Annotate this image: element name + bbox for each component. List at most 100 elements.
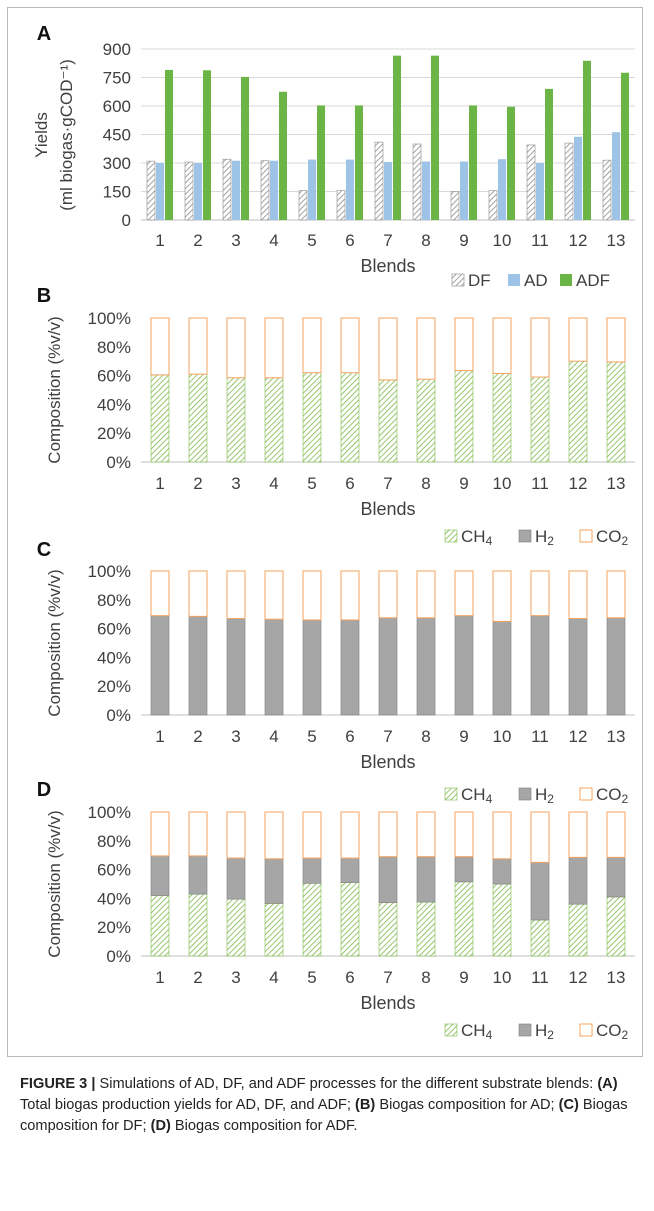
bar-ad [194,163,202,220]
bar-segment-h2 [226,857,246,900]
legend-swatch-ch4 [444,787,458,801]
legend-swatch-adf [560,274,572,286]
y-axis-label: Composition (%v/v) [45,569,64,716]
caption-text-5: Biogas composition for ADF. [170,1118,358,1134]
bar-segment-co2 [226,811,246,859]
bar-segment-ch4 [340,882,360,957]
x-tick-label: 8 [421,474,430,493]
bar-segment-h2 [302,619,322,716]
panel-letter: D [37,779,51,801]
x-tick-label: 13 [607,727,626,746]
bar-segment-ch4 [188,373,208,463]
bar-segment-h2 [150,855,170,896]
bar-segment-ch4 [302,372,322,463]
bar-df [374,141,384,221]
x-tick-label: 2 [193,727,202,746]
bar-segment-h2 [378,856,398,904]
bar-segment-ch4 [226,898,246,957]
bar-adf [393,55,401,221]
x-axis-label: Blends [360,499,415,519]
x-tick-label: 10 [493,231,512,250]
x-tick-label: 1 [155,968,164,987]
y-tick-label: 40% [97,648,131,667]
x-tick-label: 11 [531,231,549,250]
x-tick-label: 9 [459,231,468,250]
legend-label-ch4: CH4 [461,527,493,548]
bar-segment-co2 [568,570,588,620]
legend-swatch-ch4 [444,529,458,543]
legend-label-ch4: CH4 [461,785,493,806]
bar-adf [621,72,629,220]
x-tick-label: 12 [569,727,588,746]
bar-segment-co2 [492,317,512,374]
bar-segment-ch4 [226,377,246,463]
bar-segment-co2 [530,811,550,863]
bar-segment-co2 [606,570,626,619]
bar-segment-ch4 [568,360,588,463]
bar-adf [165,69,173,221]
bar-segment-co2 [378,811,398,858]
x-tick-label: 4 [269,474,278,493]
legend-swatch-h2 [518,1023,532,1037]
y-tick-label: 60% [97,620,131,639]
bar-segment-ch4 [416,378,436,463]
bar-segment-co2 [416,570,436,619]
legend-swatch-h2 [518,529,532,543]
bar-segment-co2 [188,317,208,375]
figure-frame [7,7,643,1057]
bar-segment-co2 [340,317,360,374]
y-tick-label: 40% [97,395,131,414]
legend-swatch-co2 [579,787,593,801]
bar-segment-co2 [302,317,322,374]
bar-segment-co2 [454,811,474,858]
bar-ad [346,159,354,220]
bar-segment-ch4 [340,372,360,463]
bar-segment-h2 [264,858,284,904]
bar-segment-co2 [226,317,246,379]
y-tick-label: 600 [103,97,131,116]
bar-df [488,190,498,221]
caption-tag-c: (C) [558,1097,579,1113]
bar-segment-co2 [264,317,284,379]
legend-label-adf: ADF [576,271,610,290]
x-tick-label: 2 [193,231,202,250]
bar-segment-co2 [264,570,284,620]
bar-segment-ch4 [378,379,398,463]
bar-segment-ch4 [150,374,170,463]
legend-label-h2: H2 [535,1021,554,1042]
y-tick-label: 20% [97,677,131,696]
bar-df [602,159,612,221]
legend-label-co2: CO2 [596,527,629,548]
y-tick-label: 150 [103,183,131,202]
bar-ad [460,161,468,220]
x-tick-label: 12 [569,474,588,493]
y-tick-label: 20% [97,424,131,443]
bar-segment-ch4 [568,903,588,957]
bar-segment-ch4 [302,882,322,957]
y-axis-label: Composition (%v/v) [45,810,64,957]
x-tick-label: 4 [269,231,278,250]
caption-text-4: Biogas composition for DF; [20,1097,628,1134]
bar-ad [612,132,620,220]
x-tick-label: 9 [459,474,468,493]
bar-adf [469,105,477,220]
x-tick-label: 13 [607,474,626,493]
bar-ad [270,160,278,220]
x-tick-label: 8 [421,727,430,746]
bar-segment-h2 [302,857,322,884]
legend-label-ch4: CH4 [461,1021,493,1042]
bar-segment-co2 [454,570,474,617]
bar-segment-h2 [226,618,246,716]
bar-df [146,160,156,221]
bar-segment-h2 [492,621,512,716]
bar-df [298,190,308,221]
y-tick-label: 450 [103,126,131,145]
bar-segment-h2 [530,615,550,716]
x-tick-label: 3 [231,231,240,250]
bar-adf [241,76,249,221]
bar-segment-ch4 [492,883,512,957]
bar-adf [545,88,553,221]
bar-segment-h2 [150,615,170,716]
y-axis-label: (ml biogas·gCOD⁻¹) [57,59,76,211]
